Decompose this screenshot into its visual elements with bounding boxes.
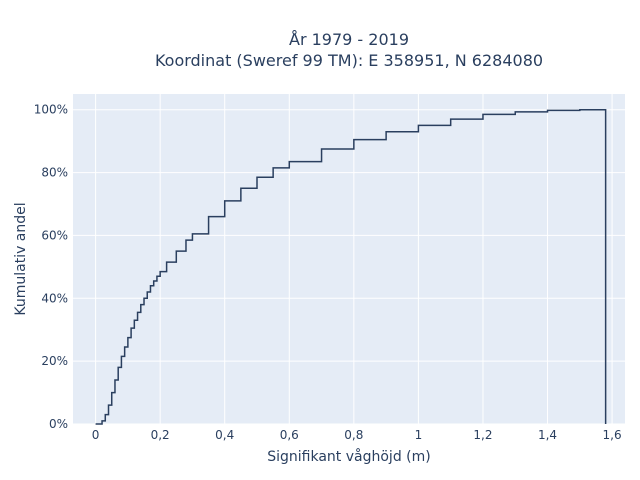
x-tick-label: 0,6 xyxy=(280,428,299,442)
series-group xyxy=(95,108,607,425)
y-tick-label: 80% xyxy=(41,166,68,180)
cdf-step-line xyxy=(95,108,607,425)
y-tick-label: 100% xyxy=(34,103,68,117)
x-tick-label: 0,2 xyxy=(151,428,170,442)
x-tick-label: 1,2 xyxy=(473,428,492,442)
x-tick-label: 1,4 xyxy=(538,428,557,442)
chart-title-line1: År 1979 - 2019 xyxy=(289,30,409,49)
x-axis-ticks: 0 0,2 0,4 0,6 0,8 1 1,2 1,4 1,6 xyxy=(92,428,622,442)
y-tick-label: 60% xyxy=(41,228,68,242)
x-axis-label: Signifikant våghöjd (m) xyxy=(267,448,430,465)
y-tick-label: 40% xyxy=(41,291,68,305)
y-axis-ticks: 0% 20% 40% 60% 80% 100% xyxy=(34,103,68,431)
grid-lines xyxy=(73,94,625,425)
x-tick-label: 0 xyxy=(92,428,100,442)
x-tick-label: 0,4 xyxy=(215,428,234,442)
y-tick-label: 0% xyxy=(49,417,68,431)
x-tick-label: 1,6 xyxy=(603,428,622,442)
y-tick-label: 20% xyxy=(41,354,68,368)
x-tick-label: 1 xyxy=(415,428,423,442)
y-axis-label: Kumulativ andel xyxy=(13,202,29,315)
x-tick-label: 0,8 xyxy=(344,428,363,442)
plot-area xyxy=(73,94,625,424)
chart-title-line2: Koordinat (Sweref 99 TM): E 358951, N 62… xyxy=(155,51,543,70)
